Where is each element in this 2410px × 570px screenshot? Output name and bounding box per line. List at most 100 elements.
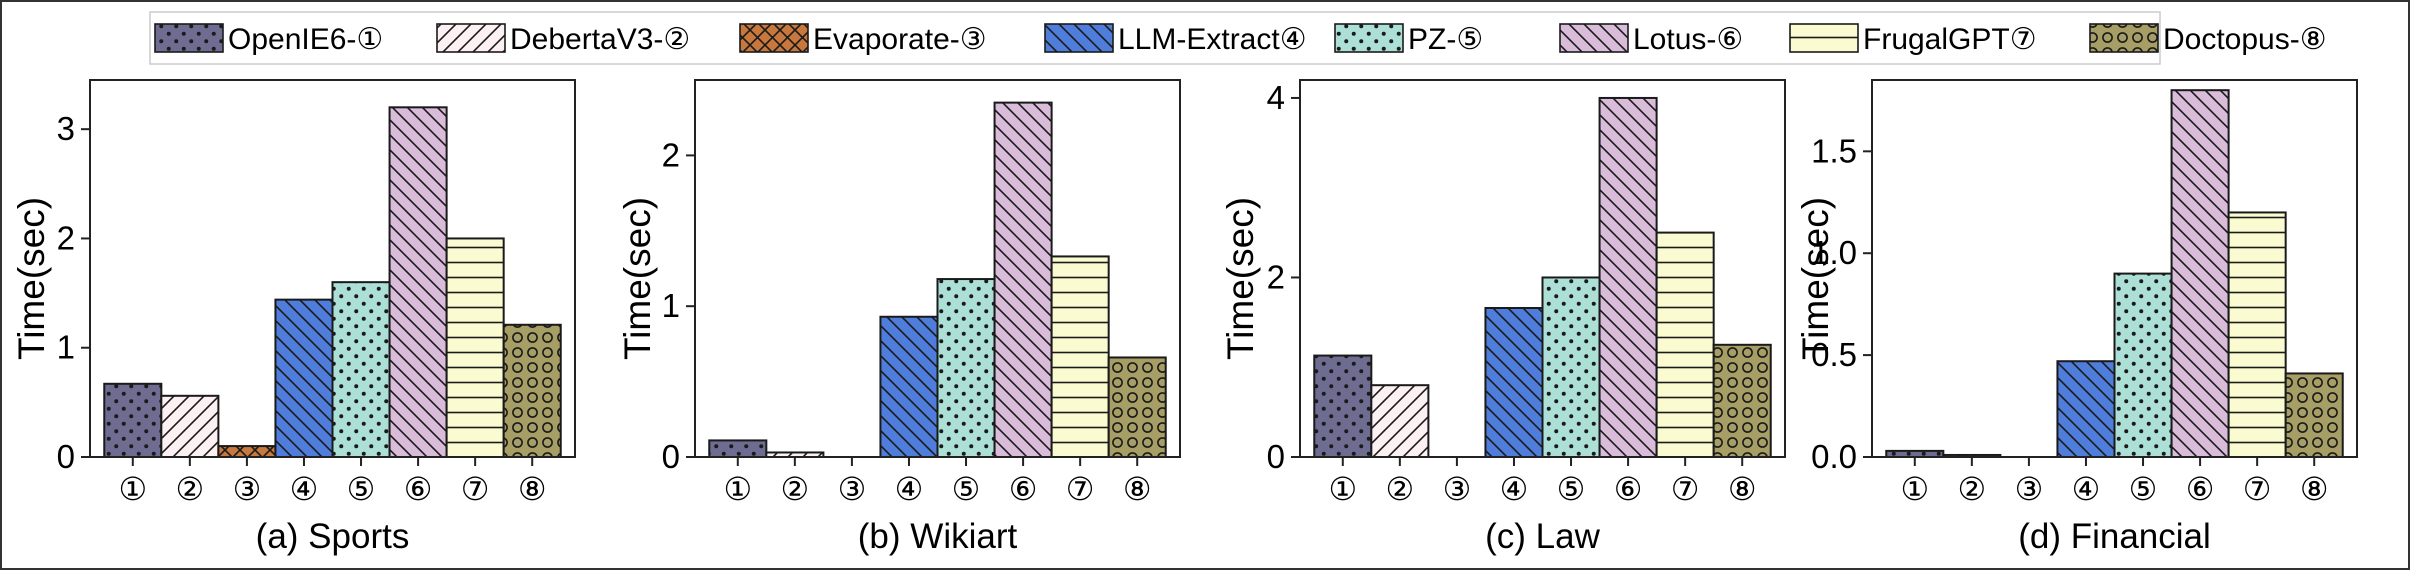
- x-tick-label: ⑤: [952, 471, 981, 507]
- bar-6: [2170, 89, 2230, 459]
- legend-swatch: [1789, 23, 1859, 53]
- bar-5: [2113, 272, 2173, 459]
- x-tick-label: ④: [895, 471, 924, 507]
- x-tick-label: ③: [1443, 471, 1472, 507]
- legend-item-1: OpenIE6-①: [154, 23, 383, 56]
- bar-1: [103, 382, 163, 458]
- x-tick-label: ④: [2072, 471, 2101, 507]
- legend-swatch: [436, 23, 506, 53]
- plot-frame: [89, 79, 576, 458]
- y-tick-label: 3: [57, 110, 75, 147]
- bar-6: [993, 101, 1053, 459]
- bar-1: [1313, 354, 1373, 459]
- bar-5: [331, 281, 391, 458]
- legend-item-7: FrugalGPT⑦: [1789, 23, 2037, 56]
- x-tick-label: ⑦: [1671, 471, 1700, 507]
- legend-item-2: DebertaV3-②: [436, 23, 690, 56]
- legend-swatch: [739, 23, 809, 53]
- bar-5: [1541, 276, 1601, 458]
- x-tick-label: ⑦: [461, 471, 490, 507]
- y-tick-label: 4: [1267, 79, 1285, 116]
- y-tick-label: 0: [662, 438, 680, 475]
- bar-5: [936, 278, 996, 458]
- y-tick-label: 2: [1267, 258, 1285, 295]
- bar-6: [1598, 96, 1658, 458]
- bar-4: [1484, 306, 1544, 458]
- legend-item-8: Doctopus-⑧: [2089, 23, 2327, 56]
- x-tick-label: ②: [1958, 471, 1987, 507]
- plot-frame: [1871, 79, 2358, 458]
- legend-label: Lotus-⑥: [1633, 23, 1743, 56]
- y-tick-label: 2: [662, 136, 680, 173]
- y-tick-label: 1: [57, 329, 75, 366]
- bar-8: [502, 323, 562, 459]
- y-axis-label: Time(sec): [1795, 197, 1836, 360]
- panel-caption: (c) Law: [1485, 517, 1600, 556]
- bar-7: [1655, 231, 1715, 458]
- x-tick-label: ①: [723, 471, 752, 507]
- x-tick-label: ②: [781, 471, 810, 507]
- x-tick-label: ①: [1328, 471, 1357, 507]
- legend-label: FrugalGPT⑦: [1863, 23, 2037, 56]
- panel-4: 0.0 0.5 1.0 1.5 ① ② ③ ④ ⑤ ⑥ ⑦ ⑧ Time(sec) (d) Financi…: [1795, 79, 2358, 556]
- legend-label: Doctopus-⑧: [2163, 23, 2327, 56]
- y-tick-label: 0: [1267, 438, 1285, 475]
- legend-swatch: [1334, 23, 1404, 53]
- x-tick-label: ⑤: [2129, 471, 2158, 507]
- x-tick-label: ⑥: [2186, 471, 2215, 507]
- bar-7: [1050, 255, 1110, 458]
- bar-8: [1107, 356, 1167, 458]
- legend-item-6: Lotus-⑥: [1559, 23, 1743, 56]
- bar-2: [160, 394, 220, 458]
- bar-4: [879, 315, 939, 459]
- bar-4: [2056, 360, 2116, 458]
- x-tick-label: ⑦: [2243, 471, 2272, 507]
- x-tick-label: ④: [290, 471, 319, 507]
- bar-8: [2284, 372, 2344, 458]
- x-tick-label: ④: [1500, 471, 1529, 507]
- panel-caption: (a) Sports: [256, 517, 410, 556]
- y-axis-label: Time(sec): [617, 197, 658, 360]
- y-tick-label: 1.0: [1811, 234, 1857, 271]
- legend-item-5: PZ-⑤: [1334, 23, 1483, 56]
- x-tick-label: ⑧: [518, 471, 547, 507]
- y-tick-label: 0.0: [1811, 438, 1857, 475]
- x-tick-label: ②: [176, 471, 205, 507]
- x-tick-label: ②: [1386, 471, 1415, 507]
- panel-2: 0 1 2 ① ② ③ ④ ⑤ ⑥ ⑦ ⑧ Time(sec) (b) Wikiart: [617, 79, 1181, 556]
- x-tick-label: ⑥: [1009, 471, 1038, 507]
- x-tick-label: ⑧: [1728, 471, 1757, 507]
- legend-swatch: [2089, 23, 2159, 53]
- legend-label: OpenIE6-①: [228, 23, 383, 56]
- panel-1: 0 1 2 3 ① ② ③ ④ ⑤ ⑥ ⑦ ⑧ Time(sec) (a) Sports: [11, 79, 576, 556]
- x-tick-label: ③: [838, 471, 867, 507]
- x-tick-label: ⑦: [1066, 471, 1095, 507]
- plot-frame: [694, 79, 1181, 458]
- legend-item-4: LLM-Extract④: [1044, 23, 1307, 56]
- y-tick-label: 1: [662, 287, 680, 324]
- x-tick-label: ⑤: [347, 471, 376, 507]
- x-tick-label: ⑥: [1614, 471, 1643, 507]
- x-tick-label: ⑧: [1123, 471, 1152, 507]
- bar-7: [445, 237, 505, 458]
- bar-1: [708, 439, 768, 458]
- x-tick-label: ①: [118, 471, 147, 507]
- x-tick-label: ⑤: [1557, 471, 1586, 507]
- x-tick-label: ③: [233, 471, 262, 507]
- bar-3: [217, 445, 277, 458]
- legend-label: PZ-⑤: [1408, 23, 1483, 56]
- bar-2: [1370, 384, 1430, 459]
- x-tick-label: ③: [2015, 471, 2044, 507]
- legend-item-3: Evaporate-③: [739, 23, 987, 56]
- bar-4: [274, 298, 334, 458]
- y-tick-label: 0.5: [1811, 336, 1857, 373]
- panel-3: 0 2 4 ① ② ③ ④ ⑤ ⑥ ⑦ ⑧ Time(sec) (c) Law: [1220, 79, 1786, 556]
- legend: OpenIE6-① DebertaV3-② Evaporate-③ LLM-Extra…: [149, 11, 2327, 65]
- x-tick-label: ①: [1900, 471, 1929, 507]
- panel-caption: (d) Financial: [2018, 517, 2211, 556]
- legend-swatch: [1559, 23, 1629, 53]
- y-tick-label: 1.5: [1811, 132, 1857, 169]
- y-axis-label: Time(sec): [1220, 197, 1261, 360]
- y-axis-label: Time(sec): [11, 197, 52, 360]
